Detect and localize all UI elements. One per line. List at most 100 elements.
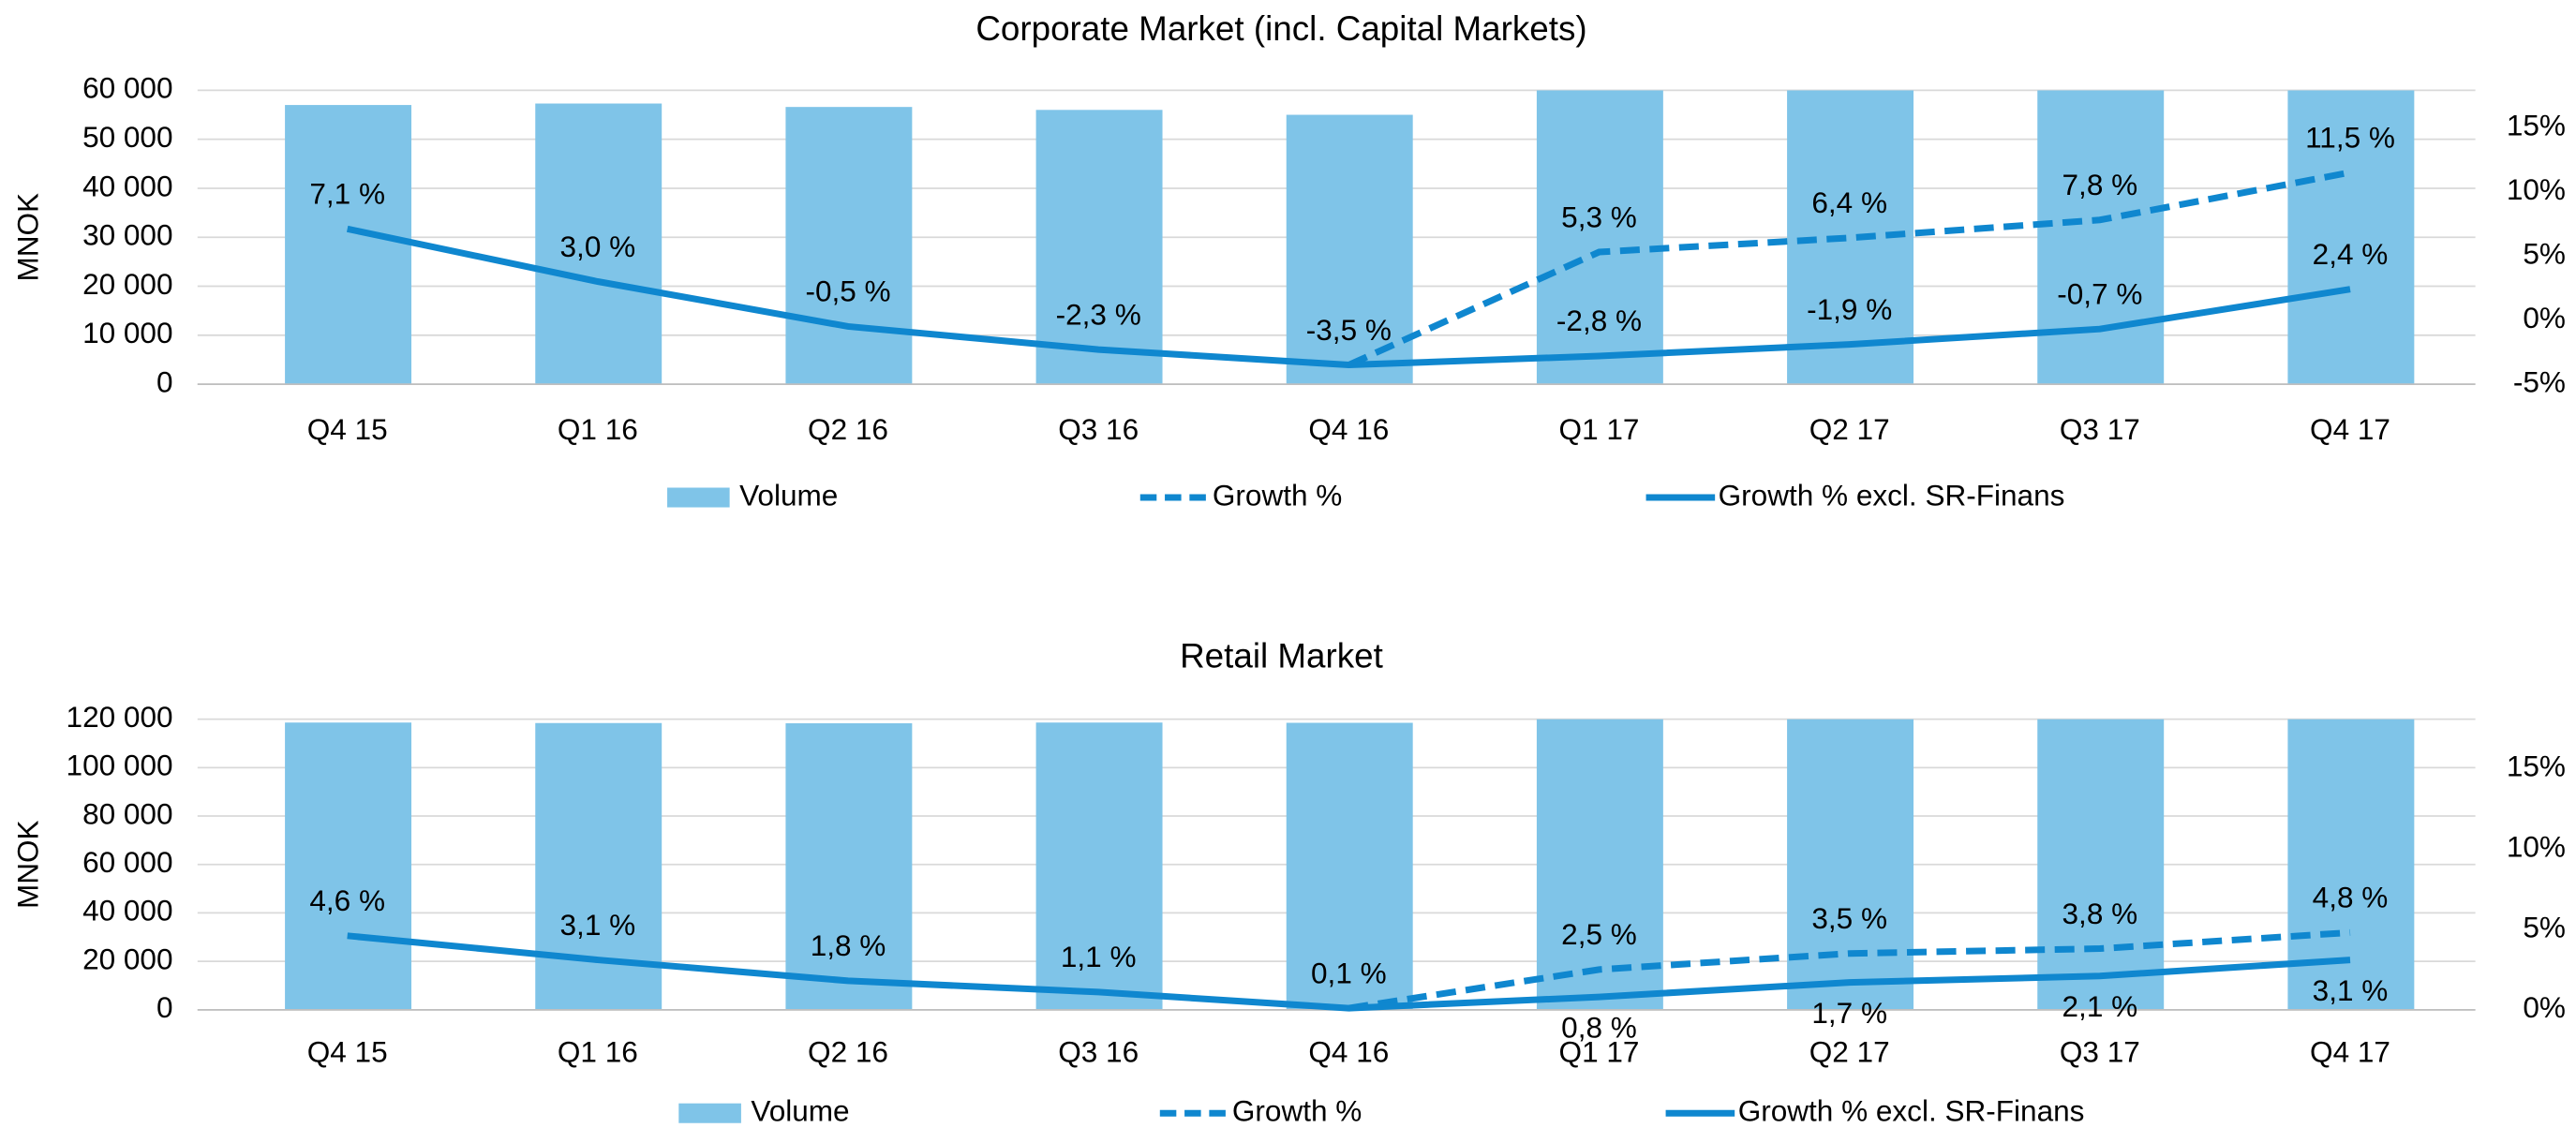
data-label: 1,7 % <box>1811 996 1887 1030</box>
chart-title: Corporate Market (incl. Capital Markets) <box>975 9 1586 48</box>
legend-label: Growth % <box>1213 478 1342 512</box>
y-tick-label: 80 000 <box>82 796 172 830</box>
bar <box>1787 719 1914 1010</box>
x-tick-label: Q3 16 <box>1058 1034 1139 1068</box>
y2-tick-label: 10% <box>2507 172 2566 206</box>
y-axis-label: MNOK <box>10 820 44 909</box>
x-tick-label: Q2 17 <box>1809 1034 1890 1068</box>
data-label: 2,4 % <box>2313 237 2389 271</box>
data-label: 3,5 % <box>1811 901 1887 935</box>
y-tick-label: 50 000 <box>82 120 172 154</box>
y-tick-label: 60 000 <box>82 71 172 105</box>
x-tick-label: Q4 15 <box>307 1034 388 1068</box>
data-label: 3,8 % <box>2062 897 2138 930</box>
bar <box>1035 110 1163 385</box>
data-label: 7,1 % <box>309 177 385 211</box>
data-label: 0,1 % <box>1311 956 1387 989</box>
y2-tick-label: 0% <box>2523 301 2566 334</box>
bar <box>535 103 663 385</box>
bar <box>2037 719 2165 1010</box>
x-tick-label: Q3 17 <box>2060 1034 2140 1068</box>
chart: Corporate Market (incl. Capital Markets)… <box>10 9 2566 512</box>
line-series <box>346 225 2351 369</box>
data-label: 1,1 % <box>1061 940 1137 973</box>
y-tick-label: 40 000 <box>82 169 172 202</box>
y2-tick-label: 0% <box>2523 990 2566 1024</box>
y-tick-label: 120 000 <box>67 700 173 734</box>
x-tick-label: Q3 17 <box>2060 412 2140 446</box>
legend-swatch <box>667 487 730 508</box>
data-label: -1,9 % <box>1807 292 1892 326</box>
x-tick-label: Q3 16 <box>1058 412 1139 446</box>
data-label: 6,4 % <box>1811 186 1887 219</box>
bar <box>285 105 412 385</box>
x-tick-label: Q1 16 <box>558 1034 638 1068</box>
x-tick-label: Q1 16 <box>558 412 638 446</box>
x-tick-label: Q4 15 <box>307 412 388 446</box>
bar <box>2287 90 2415 385</box>
data-label: -2,8 % <box>1556 304 1642 337</box>
y2-tick-label: 15% <box>2507 750 2566 783</box>
legend-label: Growth % excl. SR-Finans <box>1719 478 2065 512</box>
x-tick-label: Q4 16 <box>1308 412 1389 446</box>
data-label: 7,8 % <box>2062 168 2138 201</box>
legend-label: Volume <box>751 1094 849 1128</box>
data-label: 2,1 % <box>2062 989 2138 1023</box>
y-axis-label: MNOK <box>10 193 44 282</box>
data-label: 11,5 % <box>2305 120 2395 154</box>
data-label: 3,1 % <box>560 908 636 942</box>
x-tick-label: Q4 17 <box>2310 412 2390 446</box>
data-label: 0,8 % <box>1561 1010 1637 1044</box>
y2-tick-label: 10% <box>2507 829 2566 863</box>
x-tick-label: Q4 17 <box>2310 1034 2390 1068</box>
bar <box>2287 719 2415 1010</box>
legend-label: Growth % excl. SR-Finans <box>1738 1094 2085 1128</box>
y-tick-label: 0 <box>156 990 173 1024</box>
bar <box>1035 722 1163 1010</box>
bar <box>285 722 412 1010</box>
line-series <box>347 932 2351 1012</box>
data-label: 4,8 % <box>2313 881 2389 914</box>
y-tick-label: 20 000 <box>82 942 172 975</box>
data-label: 2,5 % <box>1561 917 1637 951</box>
data-label: -0,5 % <box>805 275 890 308</box>
y-tick-label: 20 000 <box>82 267 172 301</box>
bar <box>1536 719 1663 1010</box>
bar <box>785 107 913 385</box>
data-label: 5,3 % <box>1561 200 1637 233</box>
data-label: -2,3 % <box>1056 297 1141 331</box>
data-label: -0,7 % <box>2057 276 2142 310</box>
legend-swatch <box>678 1103 741 1123</box>
chart: Retail Market MNOK 0 20 000 40 000 60 000 80 0… <box>10 636 2566 1127</box>
x-tick-label: Q4 16 <box>1308 1034 1389 1068</box>
chart-title: Retail Market <box>1180 636 1383 675</box>
y2-tick-label: 15% <box>2507 108 2566 141</box>
data-label: 3,0 % <box>560 230 636 263</box>
data-label: 4,6 % <box>309 883 385 917</box>
bar <box>2037 90 2165 385</box>
y2-tick-label: 5% <box>2523 910 2566 943</box>
legend-label: Growth % <box>1232 1094 1362 1128</box>
line-series <box>1347 169 2351 368</box>
line-series <box>1348 928 2351 1012</box>
data-label: -3,5 % <box>1306 313 1392 347</box>
y-tick-label: 0 <box>156 364 173 398</box>
x-tick-label: Q1 17 <box>1559 1034 1640 1068</box>
data-label: 3,1 % <box>2313 973 2389 1007</box>
y-tick-label: 60 000 <box>82 845 172 879</box>
x-tick-label: Q2 16 <box>808 1034 888 1068</box>
bar <box>1286 114 1413 385</box>
y-tick-label: 30 000 <box>82 218 172 252</box>
x-tick-label: Q2 16 <box>808 412 888 446</box>
legend-label: Volume <box>739 478 838 512</box>
y2-tick-label: -5% <box>2513 364 2566 398</box>
bar <box>785 723 913 1010</box>
data-label: 1,8 % <box>811 928 886 962</box>
y-tick-label: 10 000 <box>82 316 172 349</box>
y-tick-label: 40 000 <box>82 894 172 928</box>
x-tick-label: Q2 17 <box>1809 412 1890 446</box>
y-tick-label: 100 000 <box>67 749 173 782</box>
bar <box>1286 722 1413 1010</box>
